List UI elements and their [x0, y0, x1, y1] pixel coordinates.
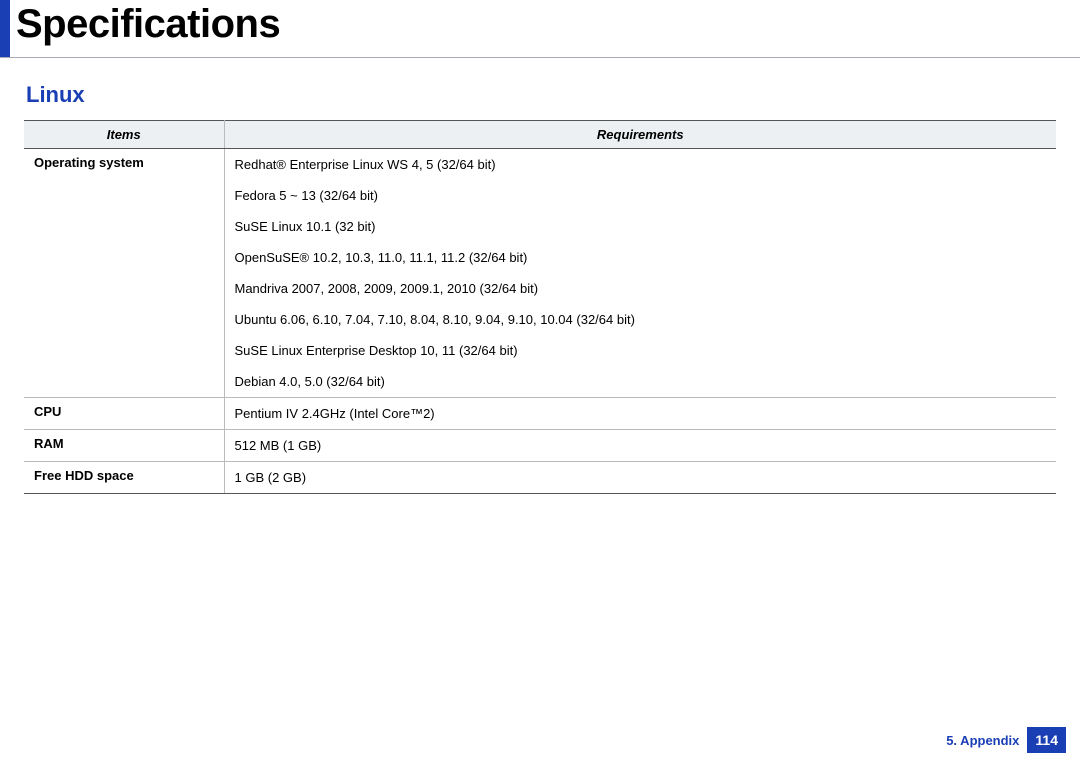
cell-requirement: 1 GB (2 GB): [224, 462, 1056, 494]
header-bar: Specifications: [0, 0, 1080, 58]
requirement-text: Ubuntu 6.06, 6.10, 7.04, 7.10, 8.04, 8.1…: [235, 310, 1047, 329]
requirement-text: Fedora 5 ~ 13 (32/64 bit): [235, 186, 1047, 205]
cell-requirement: Debian 4.0, 5.0 (32/64 bit): [224, 366, 1056, 398]
requirement-text: 512 MB (1 GB): [235, 436, 1047, 455]
cell-item: Operating system: [24, 149, 224, 398]
col-header-requirements: Requirements: [224, 121, 1056, 149]
requirement-text: SuSE Linux 10.1 (32 bit): [235, 217, 1047, 236]
table-header-row: Items Requirements: [24, 121, 1056, 149]
requirement-text: 1 GB (2 GB): [235, 468, 1047, 487]
cell-requirement: OpenSuSE® 10.2, 10.3, 11.0, 11.1, 11.2 (…: [224, 242, 1056, 273]
cell-item: CPU: [24, 398, 224, 430]
table-row: CPU Pentium IV 2.4GHz (Intel Core™2): [24, 398, 1056, 430]
requirement-text: Mandriva 2007, 2008, 2009, 2009.1, 2010 …: [235, 279, 1047, 298]
item-label: CPU: [34, 404, 61, 419]
cell-requirement: Fedora 5 ~ 13 (32/64 bit): [224, 180, 1056, 211]
item-label: Free HDD space: [34, 468, 134, 483]
footer-page-number: 114: [1027, 727, 1066, 753]
requirement-text: SuSE Linux Enterprise Desktop 10, 11 (32…: [235, 341, 1047, 360]
cell-requirement: Ubuntu 6.06, 6.10, 7.04, 7.10, 8.04, 8.1…: [224, 304, 1056, 335]
table-row: Operating system Redhat® Enterprise Linux…: [24, 149, 1056, 181]
col-header-items: Items: [24, 121, 224, 149]
item-label: Operating system: [34, 155, 144, 170]
requirement-text: OpenSuSE® 10.2, 10.3, 11.0, 11.1, 11.2 (…: [235, 248, 1047, 267]
header-accent: [0, 0, 10, 57]
cell-requirement: SuSE Linux Enterprise Desktop 10, 11 (32…: [224, 335, 1056, 366]
table-row: Free HDD space 1 GB (2 GB): [24, 462, 1056, 494]
table-body: Operating system Redhat® Enterprise Linux…: [24, 149, 1056, 494]
item-label: RAM: [34, 436, 64, 451]
cell-requirement: Pentium IV 2.4GHz (Intel Core™2): [224, 398, 1056, 430]
cell-requirement: Mandriva 2007, 2008, 2009, 2009.1, 2010 …: [224, 273, 1056, 304]
requirement-text: Redhat® Enterprise Linux WS 4, 5 (32/64 …: [235, 155, 1047, 174]
footer-chapter: 5. Appendix: [946, 733, 1019, 748]
section-title: Linux: [0, 58, 1080, 120]
requirement-text: Debian 4.0, 5.0 (32/64 bit): [235, 372, 1047, 391]
page-title: Specifications: [10, 0, 280, 57]
table-row: RAM 512 MB (1 GB): [24, 430, 1056, 462]
footer: 5. Appendix 114: [946, 727, 1066, 753]
cell-requirement: Redhat® Enterprise Linux WS 4, 5 (32/64 …: [224, 149, 1056, 181]
requirement-text: Pentium IV 2.4GHz (Intel Core™2): [235, 404, 1047, 423]
cell-item: RAM: [24, 430, 224, 462]
cell-requirement: SuSE Linux 10.1 (32 bit): [224, 211, 1056, 242]
cell-requirement: 512 MB (1 GB): [224, 430, 1056, 462]
cell-item: Free HDD space: [24, 462, 224, 494]
spec-table: Items Requirements Operating system Redha…: [24, 120, 1056, 494]
